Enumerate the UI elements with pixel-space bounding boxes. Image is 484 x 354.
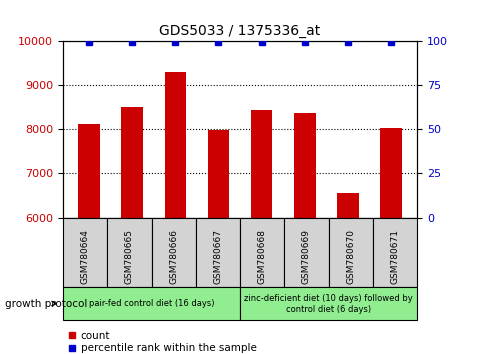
Text: zinc-deficient diet (10 days) followed by
control diet (6 days): zinc-deficient diet (10 days) followed b… bbox=[244, 293, 412, 314]
Bar bbox=[293, 113, 315, 218]
Bar bbox=[121, 107, 143, 218]
Bar bbox=[164, 72, 186, 218]
Text: growth protocol: growth protocol bbox=[5, 298, 87, 309]
Text: pair-fed control diet (16 days): pair-fed control diet (16 days) bbox=[89, 299, 214, 308]
Text: GSM780670: GSM780670 bbox=[346, 229, 354, 284]
Legend: count, percentile rank within the sample: count, percentile rank within the sample bbox=[68, 331, 256, 354]
Text: GSM780671: GSM780671 bbox=[390, 229, 399, 284]
Text: GSM780664: GSM780664 bbox=[80, 229, 90, 284]
Text: GSM780667: GSM780667 bbox=[213, 229, 222, 284]
Text: GSM780666: GSM780666 bbox=[169, 229, 178, 284]
Bar bbox=[207, 130, 229, 218]
Bar bbox=[379, 129, 401, 218]
Bar bbox=[78, 124, 100, 218]
Text: GSM780665: GSM780665 bbox=[125, 229, 134, 284]
Bar bbox=[250, 110, 272, 218]
Text: GSM780668: GSM780668 bbox=[257, 229, 266, 284]
Title: GDS5033 / 1375336_at: GDS5033 / 1375336_at bbox=[159, 24, 320, 38]
Bar bbox=[336, 193, 358, 218]
Text: GSM780669: GSM780669 bbox=[302, 229, 310, 284]
